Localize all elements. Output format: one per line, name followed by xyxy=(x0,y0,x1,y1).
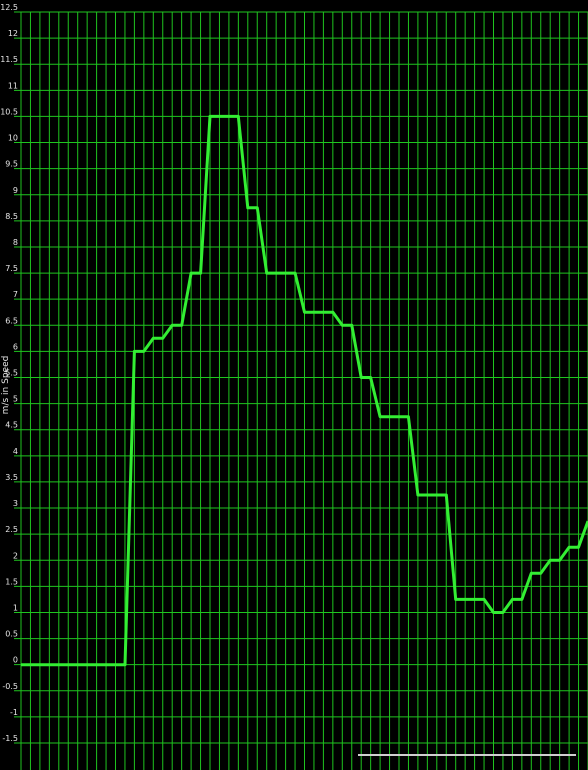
y-tick-label: 1.5 xyxy=(5,577,18,586)
y-tick-label: 7 xyxy=(13,290,18,299)
y-tick-label: 8.5 xyxy=(5,212,18,221)
y-tick-label: 12.5 xyxy=(0,3,18,12)
y-tick-label: 11 xyxy=(8,81,18,90)
y-tick-label: 2 xyxy=(13,551,18,560)
y-tick-label: 9.5 xyxy=(5,160,18,169)
y-tick-label: 4.5 xyxy=(5,421,18,430)
vertical-gridlines xyxy=(20,12,588,770)
y-tick-label: 3 xyxy=(13,499,18,508)
y-tick-label: 1 xyxy=(13,603,18,612)
series-line xyxy=(21,114,588,667)
y-tick-label: 3.5 xyxy=(5,473,18,482)
y-tick-label: 4 xyxy=(13,447,18,456)
y-axis-tick-labels: -1.5-1-0.500.511.522.533.544.555.566.577… xyxy=(0,3,18,743)
y-tick-label: 0 xyxy=(13,656,18,665)
y-tick-label: 10 xyxy=(8,134,18,143)
y-tick-label: 2.5 xyxy=(5,525,18,534)
y-tick-label: -1 xyxy=(10,708,18,717)
y-tick-label: 9 xyxy=(13,186,18,195)
y-tick-label: 5.5 xyxy=(5,369,18,378)
y-tick-label: -0.5 xyxy=(2,682,18,691)
y-axis-title: m/s in Speed xyxy=(1,356,11,415)
y-tick-label: 10.5 xyxy=(0,107,18,116)
y-tick-label: -1.5 xyxy=(2,734,18,743)
y-tick-label: 5 xyxy=(13,395,18,404)
y-tick-label: 11.5 xyxy=(0,55,18,64)
horizontal-scrollbar[interactable] xyxy=(358,754,576,756)
y-tick-label: 0.5 xyxy=(5,630,18,639)
y-tick-label: 6.5 xyxy=(5,316,18,325)
y-tick-label: 12 xyxy=(8,29,18,38)
y-tick-label: 8 xyxy=(13,238,18,247)
horizontal-gridlines xyxy=(14,11,588,744)
y-tick-label: 7.5 xyxy=(5,264,18,273)
series-lines xyxy=(21,114,588,667)
y-tick-label: 6 xyxy=(13,342,18,351)
